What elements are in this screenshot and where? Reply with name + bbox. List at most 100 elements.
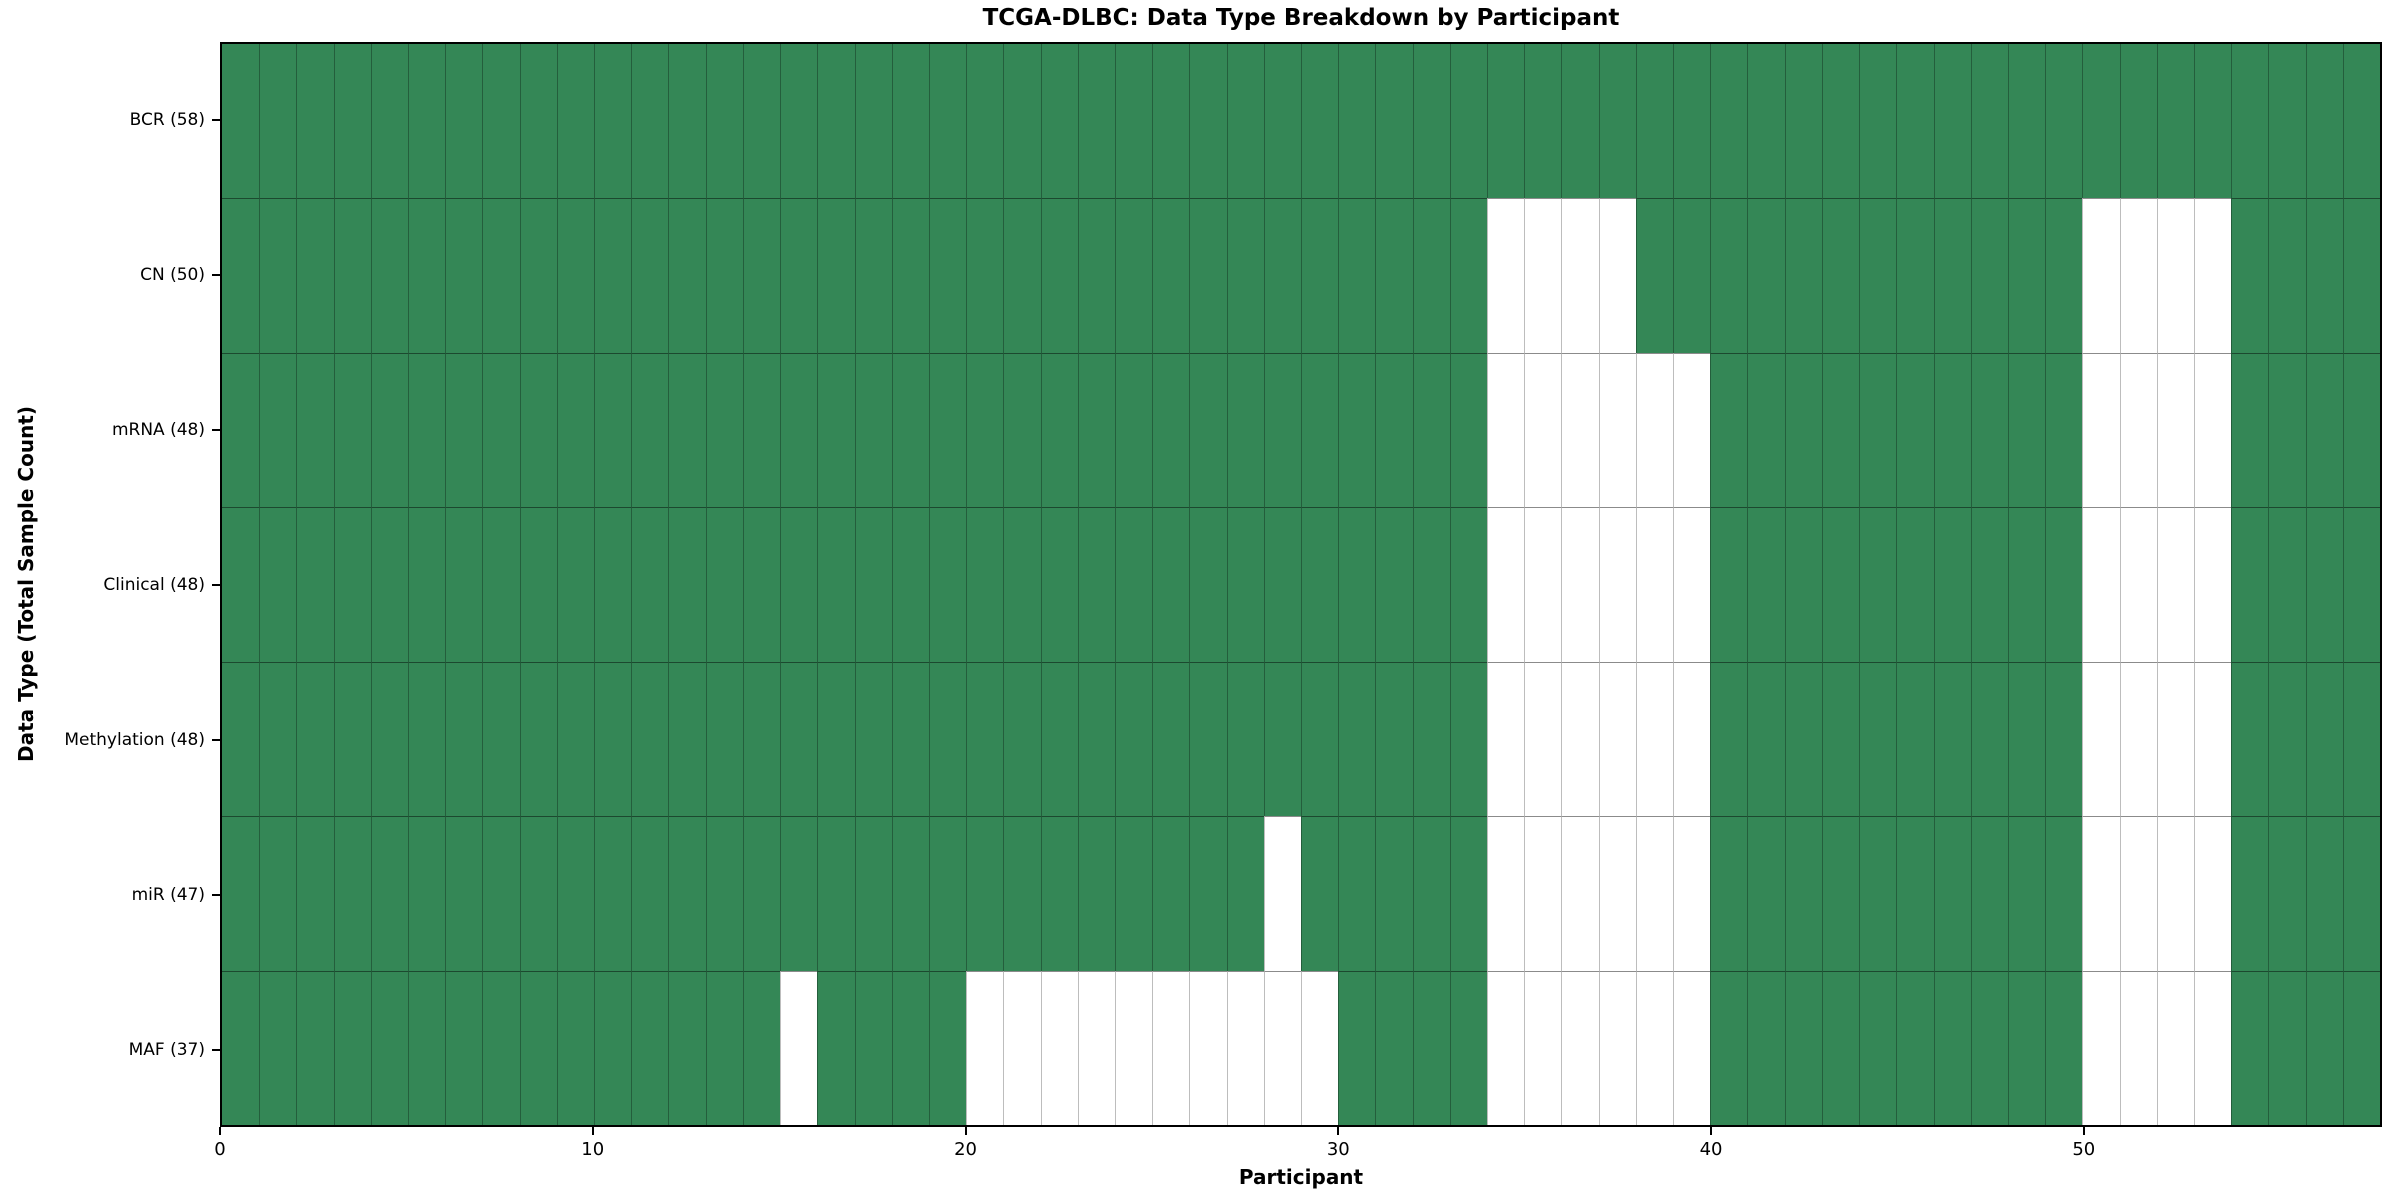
matrix-cell [259,198,297,353]
matrix-cell [1189,198,1227,353]
matrix-cell [966,507,1004,662]
matrix-cell [259,816,297,971]
matrix-cell [1338,44,1376,199]
matrix-cell [1077,816,1115,971]
matrix-cell [1747,507,1785,662]
matrix-cell [1561,352,1599,508]
chart-title: TCGA-DLBC: Data Type Breakdown by Partic… [982,5,1620,31]
matrix-cell [668,198,706,353]
matrix-cell [1896,198,1934,353]
matrix-cell [1673,970,1711,1125]
matrix-cell [668,816,706,971]
matrix-cell [1635,661,1674,817]
matrix-cell [1301,198,1339,353]
matrix-cell [333,816,371,971]
matrix-cell [891,352,929,508]
matrix-cell [1114,661,1153,817]
matrix-cell [296,198,334,353]
matrix-cell [2231,507,2269,662]
matrix-cell [1970,970,2008,1125]
matrix-cell [1487,198,1525,353]
matrix-cell [1859,661,1897,817]
matrix-cell [1821,352,1860,508]
matrix-cell [519,816,557,971]
x-tick-label: 0 [214,1139,226,1160]
matrix-cell [1449,198,1488,353]
matrix-cell [1189,352,1227,508]
matrix-cell [928,198,967,353]
matrix-cell [445,816,483,971]
matrix-cell [742,816,781,971]
y-tick-mark [212,273,220,276]
matrix-cell [1784,352,1822,508]
matrix-cell [1859,198,1897,353]
matrix-cell [966,970,1004,1125]
matrix-cell [2045,352,2083,508]
matrix-cell [1970,816,2008,971]
matrix-cell [1561,507,1599,662]
matrix-cell [2007,507,2046,662]
matrix-cell [1077,970,1115,1125]
matrix-cell [2231,970,2269,1125]
matrix-cell [1784,970,1822,1125]
matrix-cell [1673,44,1711,199]
matrix-cell [2305,970,2343,1125]
matrix-cell [594,970,632,1125]
matrix-cell [2007,970,2046,1125]
matrix-cell [482,352,520,508]
matrix-cell [2156,970,2194,1125]
matrix-cell [1524,661,1562,817]
matrix-cell [854,507,892,662]
matrix-cell [1598,44,1636,199]
matrix-cell [2231,816,2269,971]
matrix-cell [1375,816,1413,971]
matrix-cell [1635,44,1674,199]
matrix-cell [1003,44,1041,199]
matrix-cell [2119,198,2157,353]
matrix-cell [928,352,967,508]
matrix-cell [1338,198,1376,353]
matrix-cell [1784,44,1822,199]
matrix-cell [1040,507,1078,662]
matrix-cell [1152,970,1190,1125]
matrix-cell [1635,970,1674,1125]
matrix-cell [1970,507,2008,662]
matrix-cell [668,44,706,199]
matrix-cell [1561,816,1599,971]
y-tick-mark [212,893,220,896]
matrix-cell [817,661,855,817]
matrix-cell [1003,816,1041,971]
matrix-cell [1784,816,1822,971]
matrix-cell [296,970,334,1125]
matrix-cell [2119,507,2157,662]
x-tick-mark [964,1127,967,1135]
y-tick-label: MAF (37) [128,1039,205,1060]
matrix-cell [2007,661,2046,817]
matrix-cell [817,507,855,662]
matrix-cell [705,661,743,817]
matrix-cell [705,507,743,662]
matrix-cell [1598,507,1636,662]
matrix-cell [222,970,260,1125]
matrix-cell [333,661,371,817]
matrix-cell [333,970,371,1125]
matrix-cell [2007,198,2046,353]
matrix-cell [1412,198,1450,353]
matrix-cell [519,507,557,662]
matrix-cell [1412,970,1450,1125]
matrix-cell [1449,507,1488,662]
matrix-cell [1152,198,1190,353]
matrix-cell [1710,352,1748,508]
x-tick-label: 30 [1326,1139,1350,1160]
matrix-cell [594,44,632,199]
matrix-cell [1710,44,1748,199]
matrix-cell [2082,507,2120,662]
matrix-cell [556,352,595,508]
matrix-cell [780,970,818,1125]
matrix-cell [2342,198,2380,353]
matrix-cell [594,816,632,971]
y-tick-mark [212,738,220,741]
matrix-cell [1859,970,1897,1125]
matrix-cell [2082,816,2120,971]
y-tick-label: Clinical (48) [103,574,205,595]
